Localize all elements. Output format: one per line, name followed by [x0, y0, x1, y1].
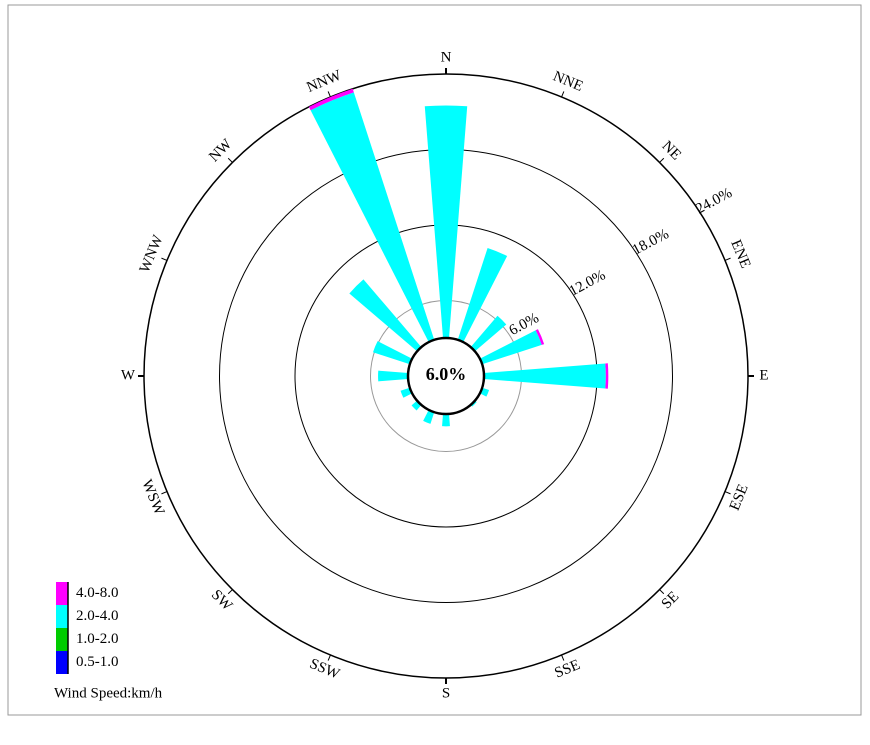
direction-tick	[561, 654, 565, 661]
direction-tick	[561, 91, 565, 98]
direction-tick	[659, 157, 665, 163]
direction-tick	[327, 654, 331, 661]
direction-label: N	[441, 49, 452, 65]
direction-label: W	[121, 367, 136, 383]
direction-tick	[659, 589, 665, 595]
petal-segment	[310, 92, 446, 377]
calm-circle	[406, 336, 486, 416]
legend-label: 2.0-4.0	[76, 608, 119, 624]
legend-swatch	[56, 651, 68, 674]
legend-swatch	[56, 582, 68, 605]
petal-segment	[446, 363, 606, 389]
direction-tick	[227, 157, 233, 163]
petal-segment	[308, 88, 354, 111]
direction-tick	[724, 491, 731, 495]
legend-swatch	[56, 605, 68, 628]
calm-label: 6.0%	[426, 364, 467, 384]
direction-label: S	[442, 685, 450, 701]
direction-tick	[161, 257, 168, 261]
direction-tick	[161, 491, 168, 495]
legend-label: 4.0-8.0	[76, 585, 119, 601]
legend-title: Wind Speed:km/h	[54, 685, 163, 701]
legend-label: 1.0-2.0	[76, 631, 119, 647]
petal-segment	[535, 329, 545, 345]
direction-tick	[227, 589, 233, 595]
legend-label: 0.5-1.0	[76, 654, 119, 670]
direction-tick	[327, 91, 331, 98]
petal-segment	[424, 105, 468, 377]
direction-label: E	[759, 367, 768, 383]
direction-tick	[724, 257, 731, 261]
legend-swatch	[56, 628, 68, 651]
petal-segment	[605, 363, 609, 389]
